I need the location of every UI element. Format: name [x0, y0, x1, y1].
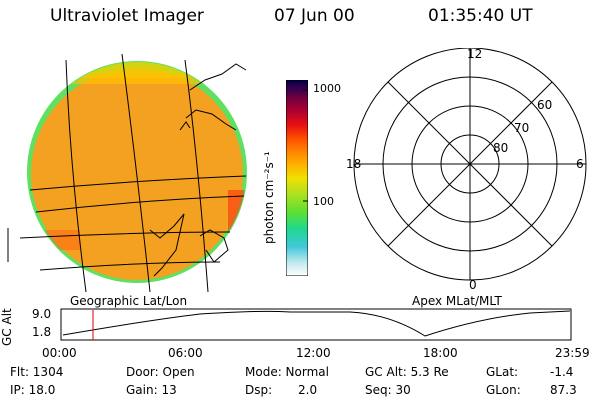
gain-info: Gain: 13	[126, 383, 177, 397]
geographic-caption: Geographic Lat/Lon	[70, 294, 188, 308]
glat-label: GLat:	[486, 365, 519, 379]
date-label: 07 Jun 00	[274, 6, 355, 26]
uv-image-panel	[7, 53, 247, 293]
xtick-0000: 00:00	[42, 346, 77, 360]
xtick-1200: 12:00	[296, 346, 331, 360]
lat-lon-grid	[19, 53, 247, 293]
lat-70-label: 70	[514, 121, 530, 135]
alt-ytick-bottom: 1.8	[32, 325, 52, 339]
mode-info: Mode: Normal	[245, 365, 329, 379]
mlt-6-label: 6	[576, 157, 584, 171]
altitude-curve	[62, 310, 571, 337]
diag-2	[387, 81, 553, 247]
flt-info: Flt: 1304	[10, 365, 64, 379]
lat-80-label: 80	[493, 141, 509, 155]
glon-label: GLon:	[486, 383, 521, 397]
seq-info: Seq: 30	[365, 383, 411, 397]
door-info: Door: Open	[126, 365, 195, 379]
dsp-value: 2.0	[298, 383, 318, 397]
coastlines	[7, 63, 247, 277]
gc-alt-info: GC Alt: 5.3 Re	[365, 365, 449, 379]
apex-caption: Apex MLat/MLT	[412, 294, 502, 308]
instrument-title: Ultraviolet Imager	[50, 6, 204, 26]
colorbar-unit-label: photon cm⁻²s⁻¹	[262, 151, 276, 244]
colorbar-tick-1000: 1000	[313, 82, 341, 95]
xtick-0600: 06:00	[168, 346, 203, 360]
colorbar	[286, 80, 308, 276]
glat-value: -1.4	[550, 365, 574, 379]
xtick-1800: 18:00	[423, 346, 458, 360]
alt-ylabel: GC Alt	[0, 308, 14, 346]
mlt-18-label: 18	[346, 157, 362, 171]
ip-info: IP: 18.0	[10, 383, 56, 397]
lat-60-label: 60	[537, 98, 553, 112]
glon-value: 87.3	[550, 383, 577, 397]
altitude-plot-frame	[60, 308, 572, 341]
polar-plot	[353, 48, 587, 281]
mlt-0-label: 0	[469, 278, 477, 292]
xtick-2359: 23:59	[555, 346, 590, 360]
colorbar-tick-100: 100	[313, 195, 334, 208]
alt-ytick-top: 9.0	[32, 307, 52, 321]
mlt-12-label: 12	[467, 47, 483, 61]
altitude-plot	[60, 308, 572, 341]
time-label: 01:35:40 UT	[428, 6, 533, 26]
dsp-label: Dsp:	[245, 383, 273, 397]
